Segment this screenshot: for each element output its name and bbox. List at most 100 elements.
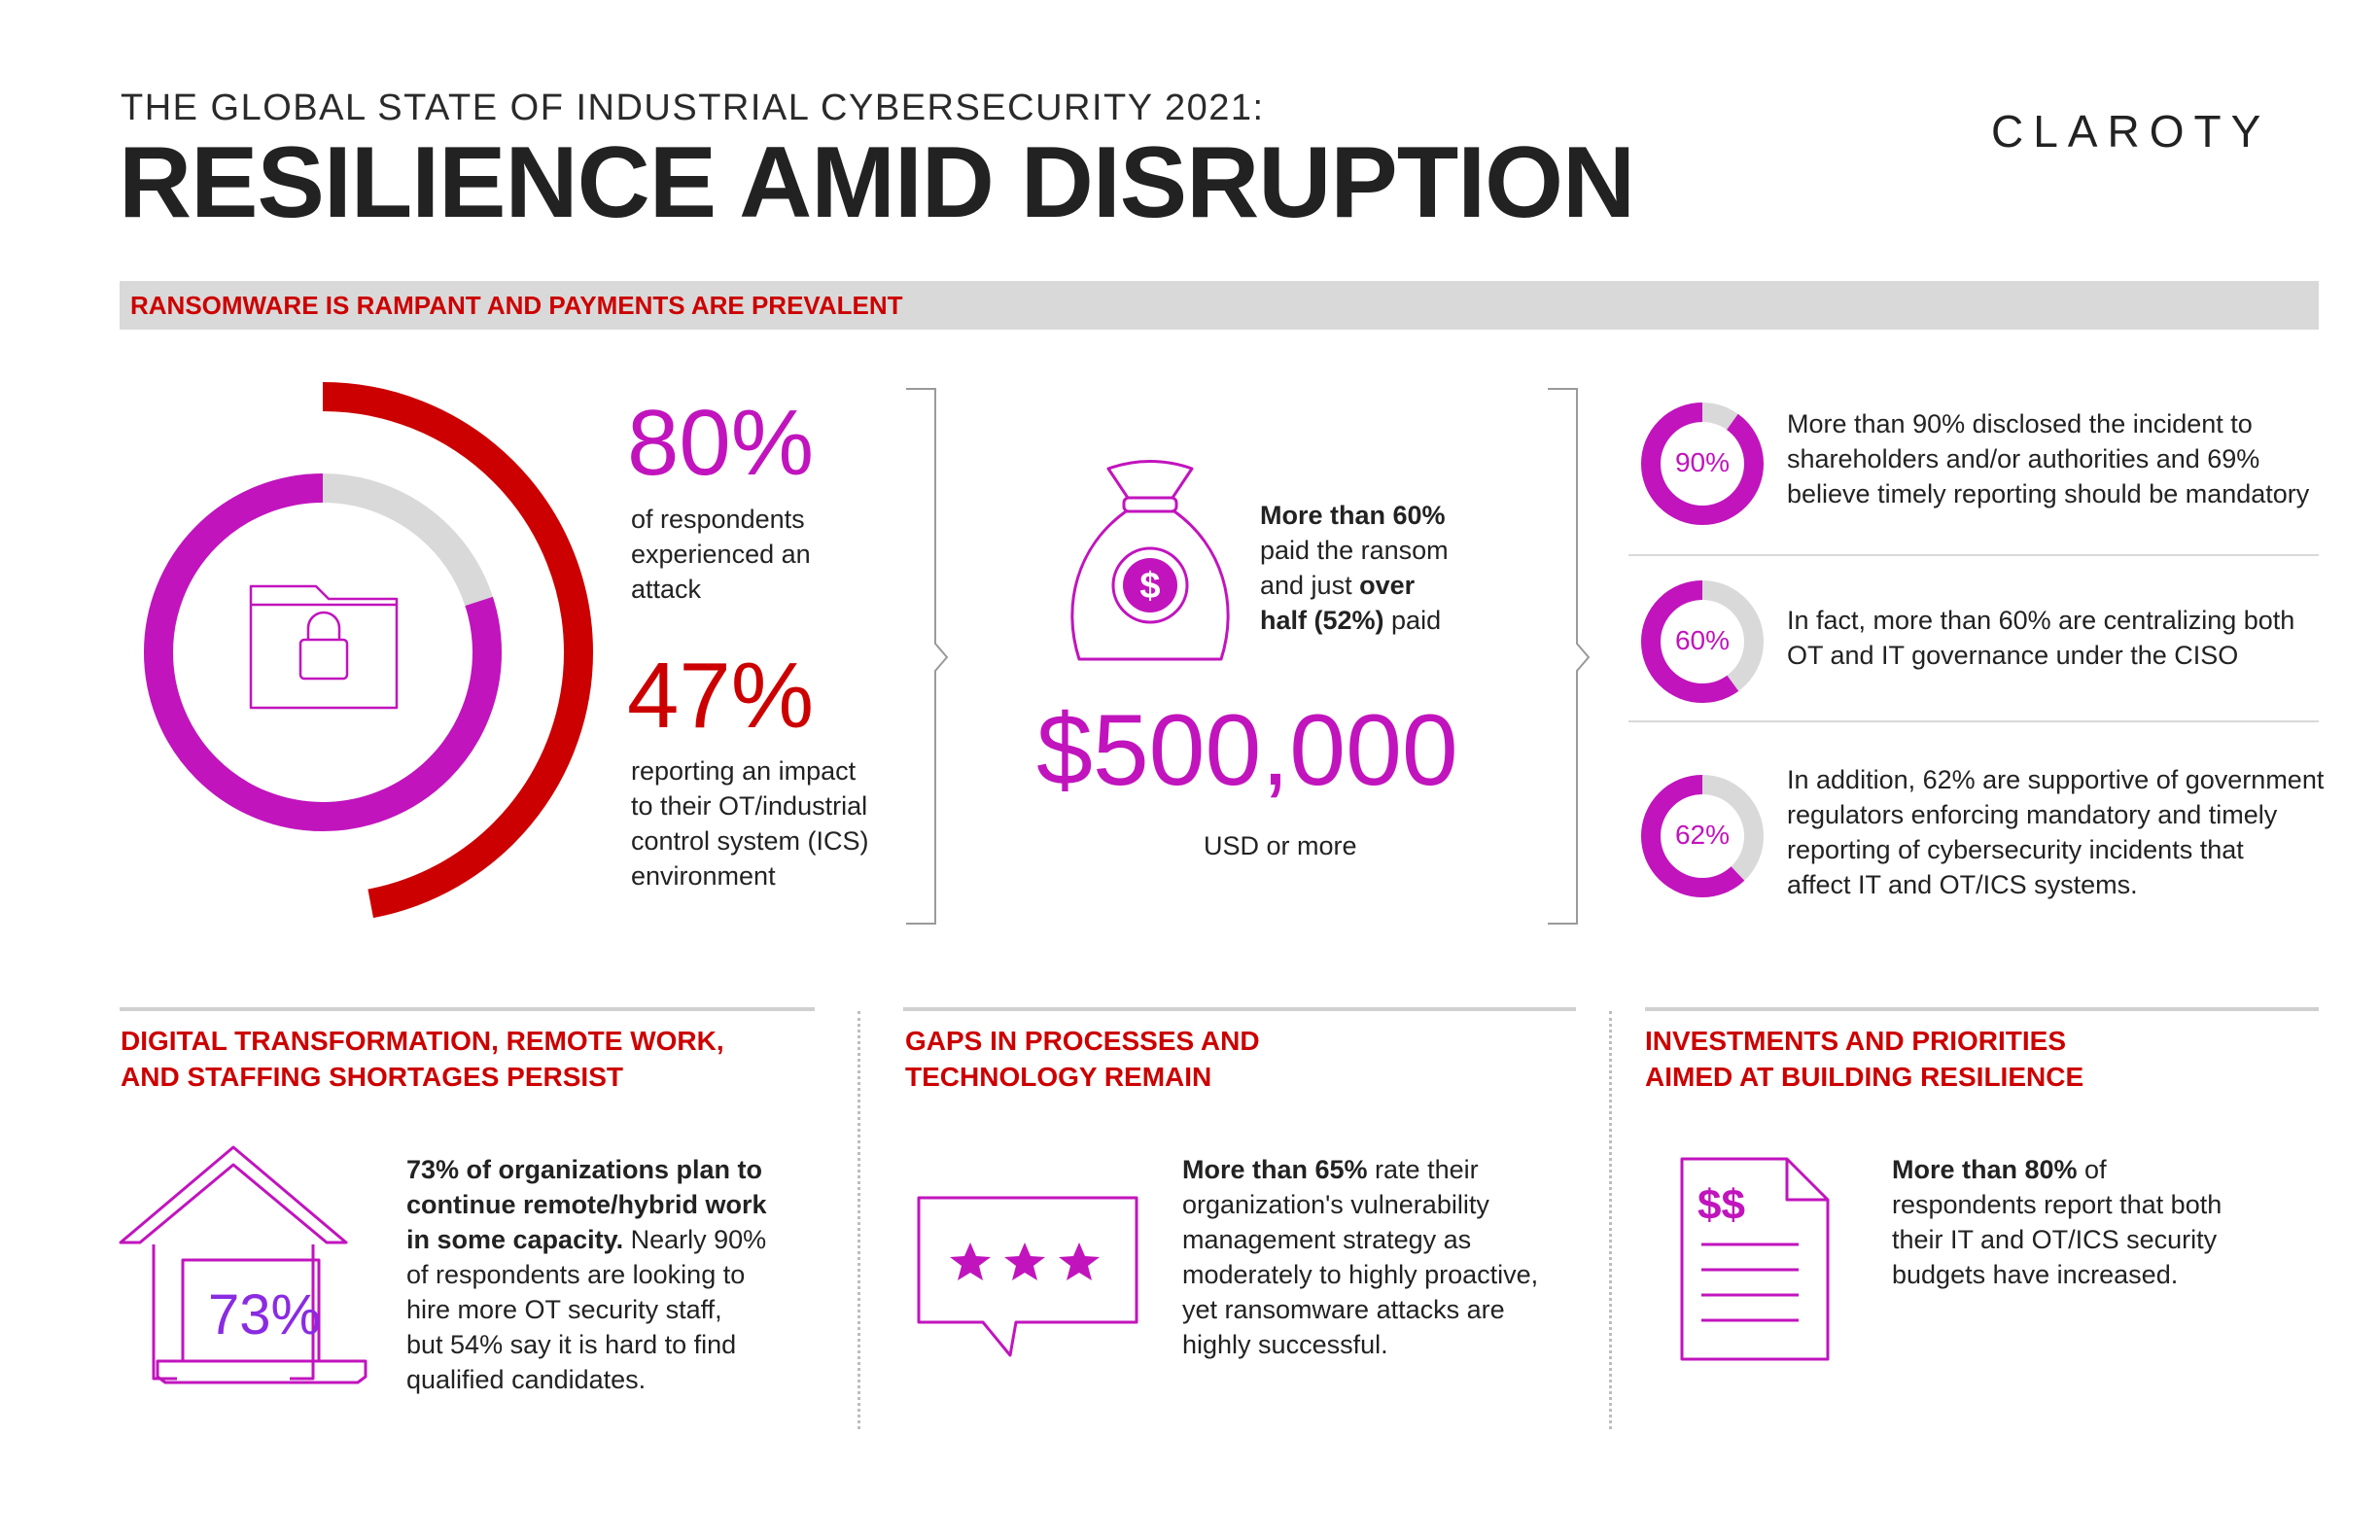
disclosure-line: OT and IT governance under the CISO — [1787, 641, 2239, 670]
section-heading-line: TECHNOLOGY REMAIN — [905, 1062, 1212, 1092]
donut-label-62: 62% — [1674, 820, 1731, 850]
section-line: highly successful. — [1182, 1330, 1388, 1359]
stat-47-caption-line: to their OT/industrial — [631, 791, 868, 821]
stat-47-caption: reporting an impact to their OT/industri… — [631, 753, 869, 893]
disclosure-text-2: In fact, more than 60% are centralizing … — [1787, 603, 2294, 673]
section-text-remote-work: 73% of organizations plan to continue re… — [406, 1152, 767, 1397]
stat-80-caption-line: attack — [631, 575, 702, 604]
page-subtitle: THE GLOBAL STATE OF INDUSTRIAL CYBERSECU… — [121, 88, 1265, 128]
ransom-paid-text: More than 60% paid the ransom and just o… — [1260, 498, 1449, 638]
donut-arc — [1641, 580, 1764, 703]
stat-47-caption-line: reporting an impact — [631, 756, 857, 786]
disclosure-line: reporting of cybersecurity incidents tha… — [1787, 835, 2244, 864]
section-line: qualified candidates. — [406, 1365, 647, 1394]
ransom-bold: over — [1359, 571, 1416, 600]
star-icon — [950, 1242, 991, 1280]
disclosure-line: regulators enforcing mandatory and timel… — [1787, 800, 2278, 829]
section-line: of — [2077, 1155, 2107, 1184]
svg-text:$: $ — [1139, 566, 1160, 607]
donut-arc — [1641, 775, 1764, 897]
disclosure-donut-62 — [1641, 775, 1764, 897]
section-line: rate their — [1367, 1155, 1479, 1184]
stat-47-value: 47% — [627, 644, 815, 748]
section-text-investments: More than 80% of respondents report that… — [1892, 1152, 2222, 1292]
dotted-divider — [1609, 1011, 1612, 1429]
house-icon-value: 73% — [208, 1283, 321, 1347]
disclosure-line: In addition, 62% are supportive of gover… — [1787, 765, 2325, 794]
stat-47-caption-line: environment — [631, 861, 776, 891]
section-line: moderately to highly proactive, — [1182, 1260, 1539, 1289]
section-bold: 73% of organizations plan to — [406, 1155, 763, 1184]
stat-80-value: 80% — [627, 391, 815, 495]
disclosure-donut-60 — [1641, 580, 1764, 703]
dotted-divider — [858, 1011, 860, 1429]
section-line: management strategy as — [1182, 1225, 1472, 1254]
section-heading-gaps: GAPS IN PROCESSES AND TECHNOLOGY REMAIN — [905, 1023, 1260, 1095]
section-line: of respondents are looking to — [406, 1260, 746, 1289]
section-rule — [903, 1007, 1576, 1011]
disclosure-line: shareholders and/or authorities and 69% — [1787, 444, 2260, 473]
money-bag-icon: $ — [1070, 460, 1230, 661]
ransom-line: paid the ransom — [1260, 536, 1449, 565]
rating-bubble-icon — [917, 1196, 1138, 1357]
section-line: their IT and OT/ICS security — [1892, 1225, 2218, 1254]
section-heading-line: INVESTMENTS AND PRIORITIES — [1645, 1026, 2067, 1056]
claroty-logo: CLAROTY — [1991, 106, 2271, 157]
section-heading-line: AND STAFFING SHORTAGES PERSIST — [121, 1062, 623, 1092]
disclosure-donut-90 — [1641, 402, 1764, 525]
bracket-divider-2 — [1548, 388, 1591, 925]
disclosure-text-1: More than 90% disclosed the incident to … — [1787, 406, 2309, 511]
disclosure-line: affect IT and OT/ICS systems. — [1787, 870, 2138, 899]
ransom-amount: $500,000 — [1036, 694, 1458, 807]
section-line: budgets have increased. — [1892, 1260, 2179, 1289]
section-heading-investments: INVESTMENTS AND PRIORITIES AIMED AT BUIL… — [1645, 1023, 2083, 1095]
disclosure-line: In fact, more than 60% are centralizing … — [1787, 606, 2295, 635]
divider-line — [1628, 720, 2319, 722]
budget-document-icon: $$ — [1680, 1157, 1830, 1361]
section-heading-line: AIMED AT BUILDING RESILIENCE — [1645, 1062, 2084, 1092]
disclosure-line: More than 90% disclosed the incident to — [1787, 409, 2253, 438]
star-icon — [1059, 1242, 1100, 1280]
donut-arc-80 — [144, 473, 502, 831]
section-bold: More than 80% — [1892, 1155, 2078, 1184]
attack-donut-chart — [52, 382, 593, 923]
locked-folder-icon — [249, 584, 399, 710]
section-banner — [120, 281, 2319, 330]
donut-label-90: 90% — [1674, 447, 1731, 477]
ransom-line: and just — [1260, 571, 1360, 600]
star-icon — [1004, 1242, 1045, 1280]
section-line: yet ransomware attacks are — [1182, 1295, 1505, 1324]
disclosure-line: believe timely reporting should be manda… — [1787, 479, 2310, 508]
section-bold: More than 65% — [1182, 1155, 1368, 1184]
divider-line — [1628, 554, 2319, 556]
ransom-amount-caption: USD or more — [1204, 831, 1357, 860]
section-line: but 54% say it is hard to find — [406, 1330, 737, 1359]
section-heading-line: GAPS IN PROCESSES AND — [905, 1026, 1260, 1056]
stat-80-caption: of respondents experienced an attack — [631, 502, 811, 607]
donut-label-60: 60% — [1674, 625, 1731, 655]
house-laptop-icon: 73% — [119, 1145, 368, 1384]
donut-arc — [1641, 402, 1764, 525]
section-text-gaps: More than 65% rate their organization's … — [1182, 1152, 1538, 1362]
section-rule — [120, 1007, 815, 1011]
section-line: respondents report that both — [1892, 1190, 2222, 1219]
section-line: Nearly 90% — [623, 1225, 767, 1254]
donut-arc-47 — [52, 382, 593, 923]
ransom-line: paid — [1383, 606, 1442, 635]
section-rule — [1645, 1007, 2319, 1011]
section-bold: continue remote/hybrid work — [406, 1190, 767, 1219]
section-line: organization's vulnerability — [1182, 1190, 1489, 1219]
section-line: hire more OT security staff, — [406, 1295, 722, 1324]
stat-80-caption-line: of respondents — [631, 505, 805, 534]
section-bold: in some capacity. — [406, 1225, 624, 1254]
page-title: RESILIENCE AMID DISRUPTION — [119, 126, 1635, 239]
section-heading-remote-work: DIGITAL TRANSFORMATION, REMOTE WORK, AND… — [121, 1023, 724, 1095]
ransom-lead: More than 60% — [1260, 501, 1446, 530]
section-heading-line: DIGITAL TRANSFORMATION, REMOTE WORK, — [121, 1026, 724, 1056]
section-banner-label: RANSOMWARE IS RAMPANT AND PAYMENTS ARE P… — [130, 291, 903, 320]
ransom-bold: half (52%) — [1260, 606, 1384, 635]
stat-80-caption-line: experienced an — [631, 540, 811, 569]
bracket-divider-1 — [906, 388, 949, 925]
stat-47-caption-line: control system (ICS) — [631, 826, 869, 856]
budget-icon-value: $$ — [1698, 1181, 1745, 1229]
